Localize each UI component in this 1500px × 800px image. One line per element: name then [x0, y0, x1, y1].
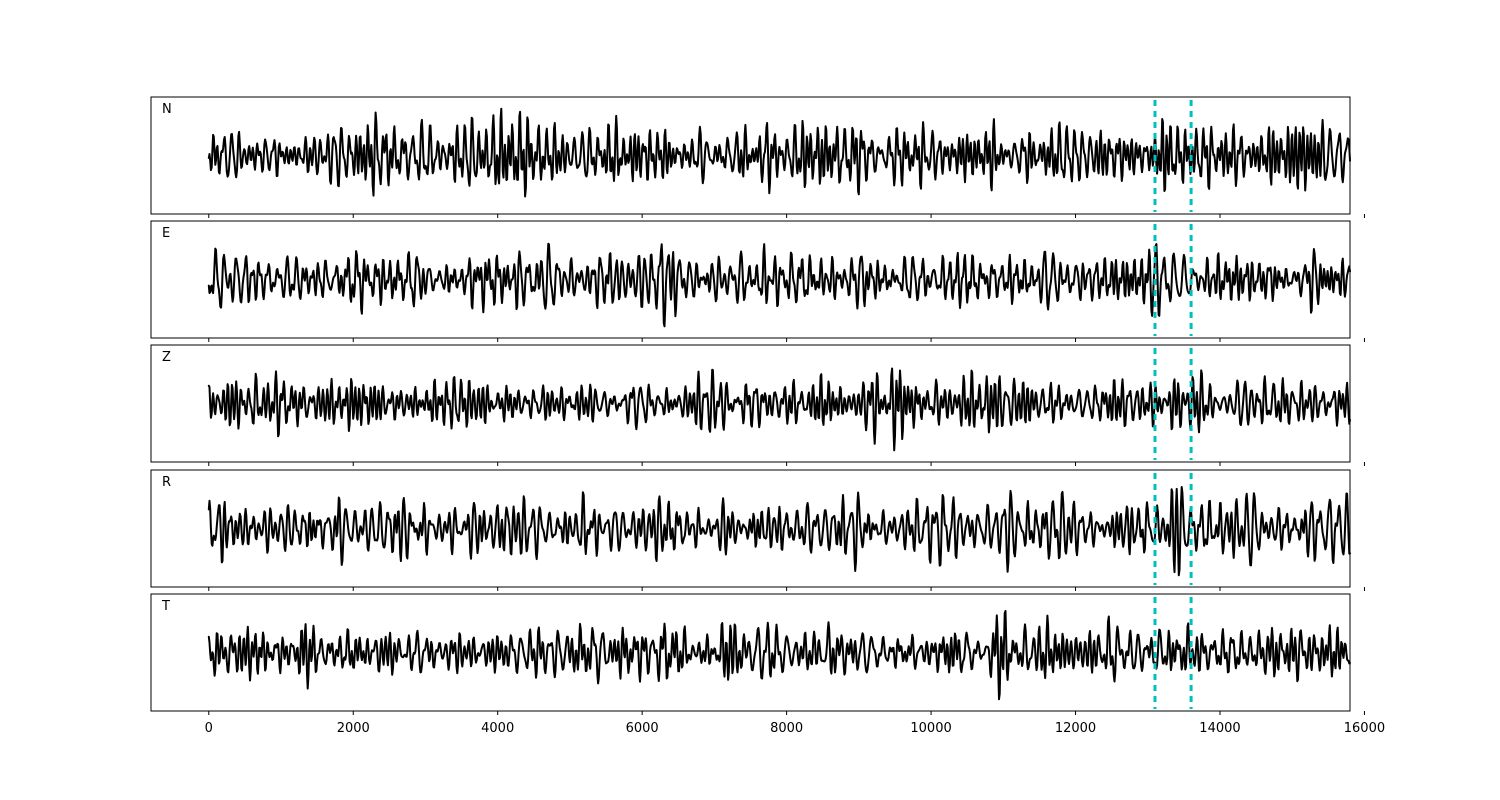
panel-label: E	[162, 226, 170, 241]
panel-n: N	[150, 96, 1365, 218]
panel-label: Z	[162, 350, 171, 365]
panel-frame	[150, 220, 1351, 339]
trace-line-n	[207, 107, 1351, 198]
x-tick-label: 8000	[770, 721, 803, 736]
panel-e: E	[150, 220, 1365, 342]
x-tick-label: 14000	[1199, 721, 1240, 736]
x-tick-label: 16000	[1344, 721, 1385, 736]
panel-frame	[150, 593, 1351, 712]
panel-label: T	[161, 599, 170, 614]
x-tick-label: 10000	[910, 721, 951, 736]
panel-z: Z	[150, 344, 1365, 466]
panel-r: R	[150, 469, 1365, 591]
panel-t: T	[150, 593, 1365, 715]
x-tick-label: 0	[205, 721, 213, 736]
trace-panels: N E Z R T	[150, 96, 1365, 715]
x-tick-label: 6000	[626, 721, 659, 736]
x-tick-label: 12000	[1055, 721, 1096, 736]
x-tick-label: 4000	[481, 721, 514, 736]
panel-label: R	[162, 475, 171, 490]
x-axis: 0 2000 4000 6000 8000 10000 12000 14000 16000	[205, 721, 1385, 736]
trace-line-t	[207, 610, 1351, 701]
panel-frame	[150, 344, 1351, 463]
x-tick-label: 2000	[337, 721, 370, 736]
trace-line-r	[207, 486, 1351, 577]
trace-line-z	[207, 367, 1351, 452]
panel-label: N	[162, 102, 172, 117]
trace-line-e	[207, 242, 1351, 328]
panel-frame	[150, 469, 1351, 588]
